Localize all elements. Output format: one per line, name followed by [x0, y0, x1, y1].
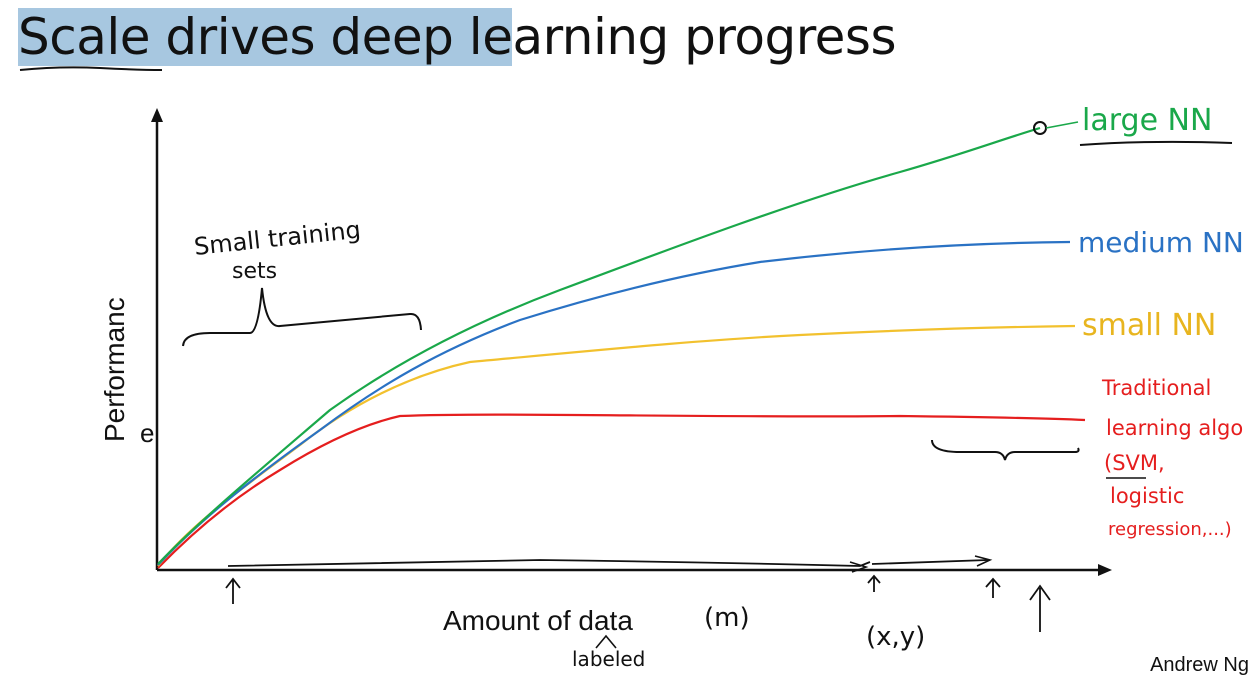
y-axis-arrowhead — [151, 108, 163, 122]
large-data-brace — [931, 439, 1080, 461]
large-nn-underline — [1079, 140, 1233, 146]
small-sets-brace — [182, 287, 422, 347]
title-underline — [19, 66, 163, 71]
x-axis-label: Amount of data — [443, 605, 633, 636]
curve-small-nn — [157, 324, 1076, 567]
xy-pair-note: (x,y) — [866, 622, 925, 652]
data-range-stroke-2 — [871, 559, 989, 565]
small-sets-line-1: Small training — [193, 216, 362, 261]
trad-line-2: learning algo — [1106, 416, 1243, 440]
x-axis-label-m: (m) — [704, 603, 750, 633]
trad-line-3: (SVM, — [1104, 451, 1165, 475]
x-axis-label-labeled: labeled — [572, 647, 645, 671]
data-range-arrowhead-1 — [849, 561, 869, 573]
large-nn-leader — [1045, 121, 1079, 129]
up-arrow-mid — [985, 577, 1001, 598]
data-range-arrowhead-2 — [974, 555, 993, 567]
label-large-nn: large NN — [1082, 103, 1212, 138]
title-highlight-2: deep le — [330, 8, 513, 66]
label-small-nn: small NN — [1082, 308, 1216, 343]
caret-insert-mark — [595, 634, 617, 649]
trad-line-4: logistic — [1110, 484, 1184, 508]
curve-large-nn — [157, 126, 1041, 565]
x-axis-arrowhead — [1098, 564, 1112, 576]
title-highlight-1: Scale drives — [18, 8, 331, 66]
up-arrow-small-data — [225, 577, 241, 604]
label-medium-nn: medium NN — [1078, 226, 1244, 259]
author-credit: Andrew Ng — [1150, 654, 1249, 676]
axes — [151, 108, 1112, 576]
trad-line-1: Traditional — [1101, 376, 1211, 400]
trad-line-5: regression,...) — [1108, 519, 1232, 540]
y-axis-label: Performanc — [99, 297, 130, 442]
data-point-arrows — [225, 574, 1051, 632]
up-arrow-large-data — [1029, 584, 1051, 632]
title-rest: arning progress — [512, 8, 897, 66]
data-range-stroke-1 — [227, 559, 871, 567]
y-axis-label-suffix: e — [140, 418, 154, 448]
curve-medium-nn — [157, 240, 1071, 566]
curve-traditional — [157, 413, 1086, 569]
slide-title: Scale drives deep learning progress — [18, 6, 897, 68]
small-sets-line-2: sets — [232, 259, 277, 284]
up-arrow-xy — [867, 574, 881, 592]
label-traditional: Traditional learning algo (SVM, logistic… — [1101, 376, 1243, 540]
